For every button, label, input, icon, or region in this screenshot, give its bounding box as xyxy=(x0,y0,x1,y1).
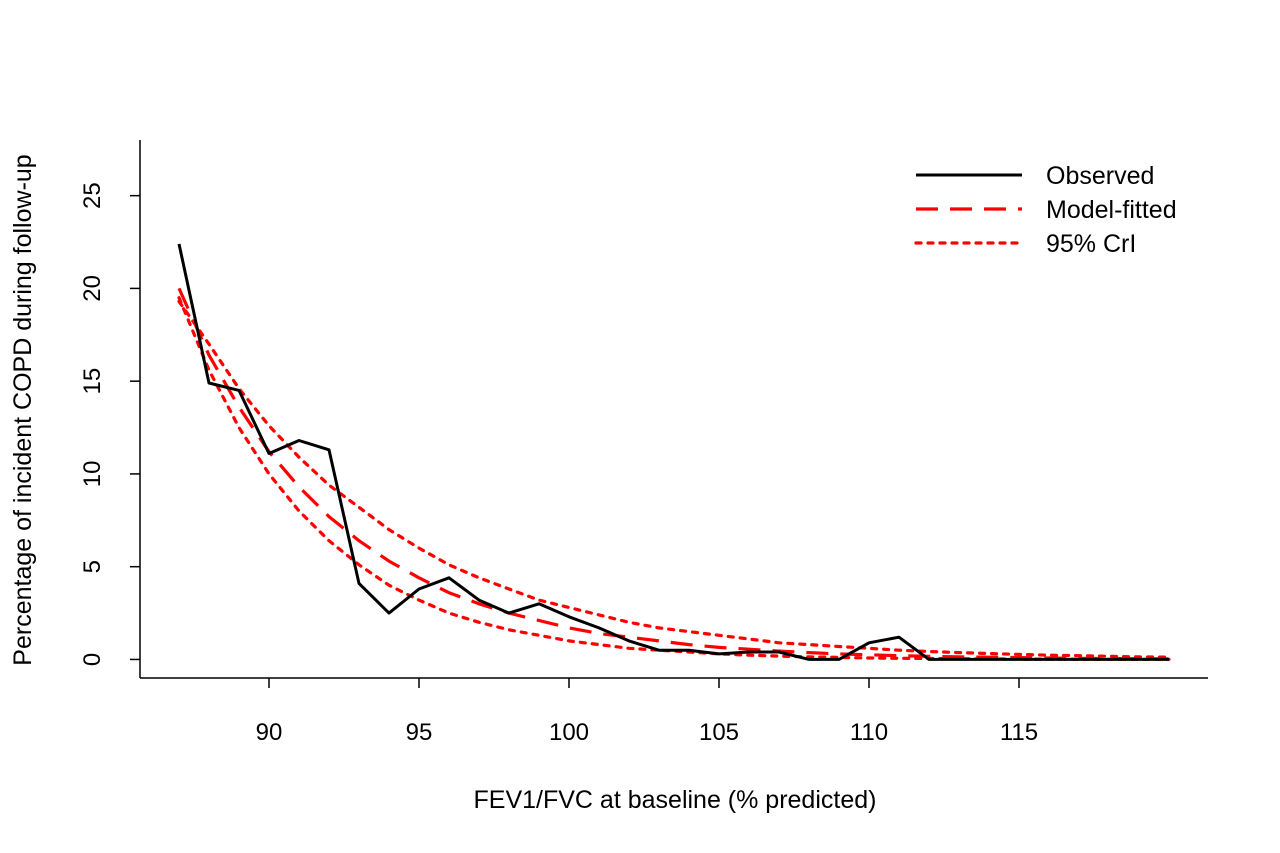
y-tick-label: 0 xyxy=(79,653,106,666)
series-line-model-fitted xyxy=(177,287,1170,661)
y-tick-label: 15 xyxy=(79,368,106,395)
x-tick-label: 115 xyxy=(1000,719,1038,746)
legend-label: Observed xyxy=(1046,162,1154,190)
series-line-observed xyxy=(177,243,1169,661)
legend: Observed Model-fitted 95% CrI xyxy=(914,162,1177,258)
y-axis-label: Percentage of incident COPD during follo… xyxy=(9,154,37,665)
series-line-95-cri-upper xyxy=(177,299,1171,659)
x-tick-label: 105 xyxy=(699,719,739,746)
x-tick-label: 110 xyxy=(850,719,888,746)
y-tick-label: 20 xyxy=(79,275,106,302)
x-tick-label: 90 xyxy=(256,719,283,746)
y-tick-label: 10 xyxy=(79,461,106,488)
y-tick-label: 25 xyxy=(79,182,106,209)
legend-label: Model-fitted xyxy=(1046,196,1177,224)
y-tick-label: 5 xyxy=(79,560,106,573)
x-tick-label: 95 xyxy=(406,719,433,746)
plot-lines xyxy=(177,243,1171,661)
x-tick-label: 100 xyxy=(549,719,589,746)
series-line-95-cri-lower xyxy=(177,296,1171,661)
x-axis-label: FEV1/FVC at baseline (% predicted) xyxy=(474,786,877,814)
legend-label: 95% CrI xyxy=(1046,230,1136,258)
axes: 90 95 100 105 110 115 0 5 10 15 20 25 xyxy=(79,140,1208,746)
